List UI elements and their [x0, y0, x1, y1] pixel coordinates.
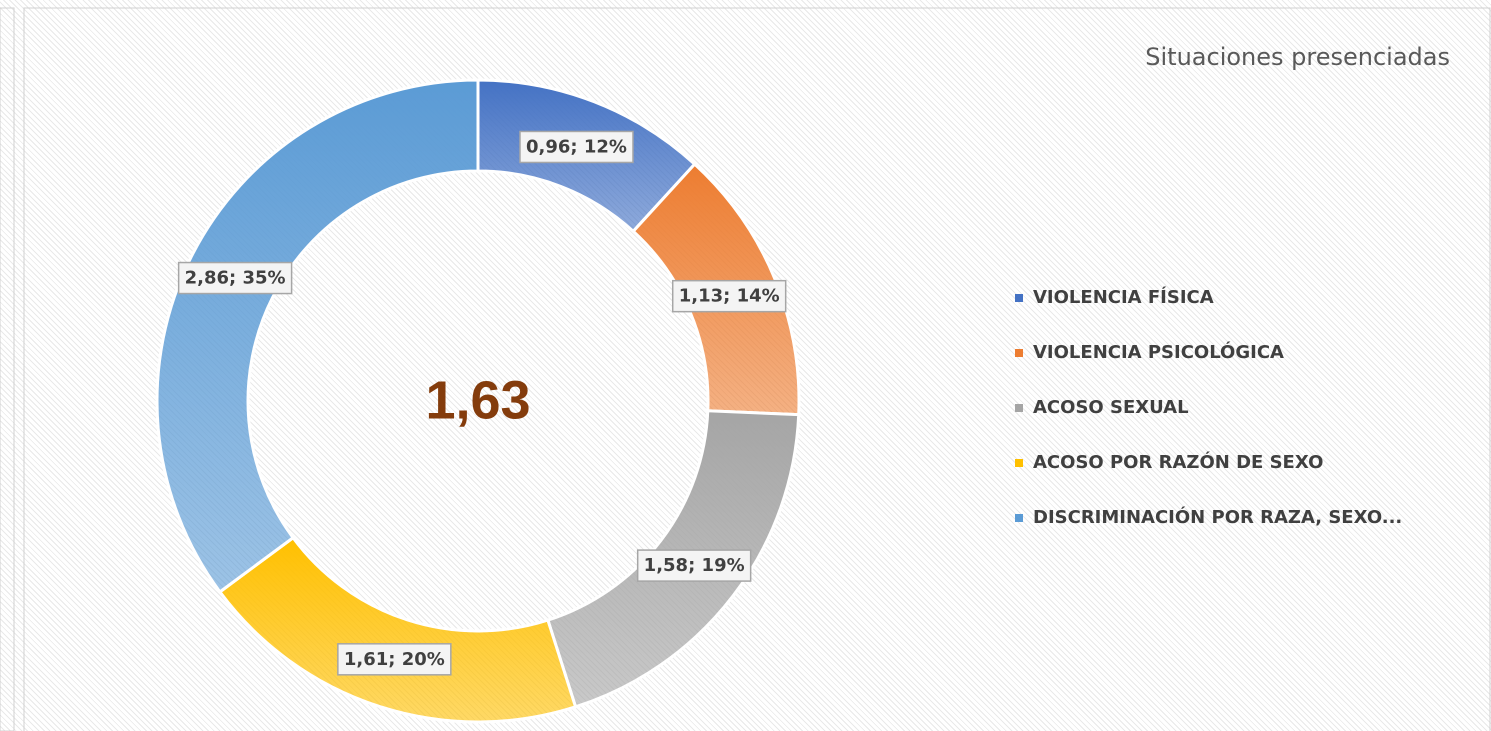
data-label-box — [177, 261, 293, 295]
legend-marker — [1015, 294, 1023, 302]
data-label-box — [671, 279, 787, 313]
legend-label: ACOSO POR RAZÓN DE SEXO — [1033, 451, 1323, 473]
legend-label: ACOSO SEXUAL — [1033, 397, 1189, 418]
data-label-box — [519, 130, 634, 164]
legend-label: DISCRIMINACIÓN POR RAZA, SEXO... — [1033, 506, 1402, 528]
legend-marker — [1015, 349, 1023, 357]
donut-slice — [217, 535, 578, 724]
legend-marker — [1015, 514, 1023, 522]
side-frame — [0, 7, 15, 731]
data-label: 2,86; 35% — [185, 268, 286, 289]
chart-title: Situaciones presenciadas — [1145, 43, 1450, 71]
legend-label: VIOLENCIA FÍSICA — [1033, 286, 1214, 308]
data-label: 1,61; 20% — [344, 649, 445, 670]
data-label: 1,13; 14% — [679, 286, 780, 307]
chart-frame — [23, 7, 1491, 731]
legend-marker — [1015, 459, 1023, 467]
data-label: 0,96; 12% — [526, 136, 627, 157]
data-label: 1,58; 19% — [644, 555, 745, 576]
legend-label: VIOLENCIA PSICOLÓGICA — [1033, 341, 1284, 363]
donut-slice — [155, 78, 480, 594]
legend-marker — [1015, 404, 1023, 412]
center-label: 1,63 — [425, 370, 530, 430]
data-label-box — [337, 643, 452, 676]
data-label-box — [636, 549, 752, 582]
